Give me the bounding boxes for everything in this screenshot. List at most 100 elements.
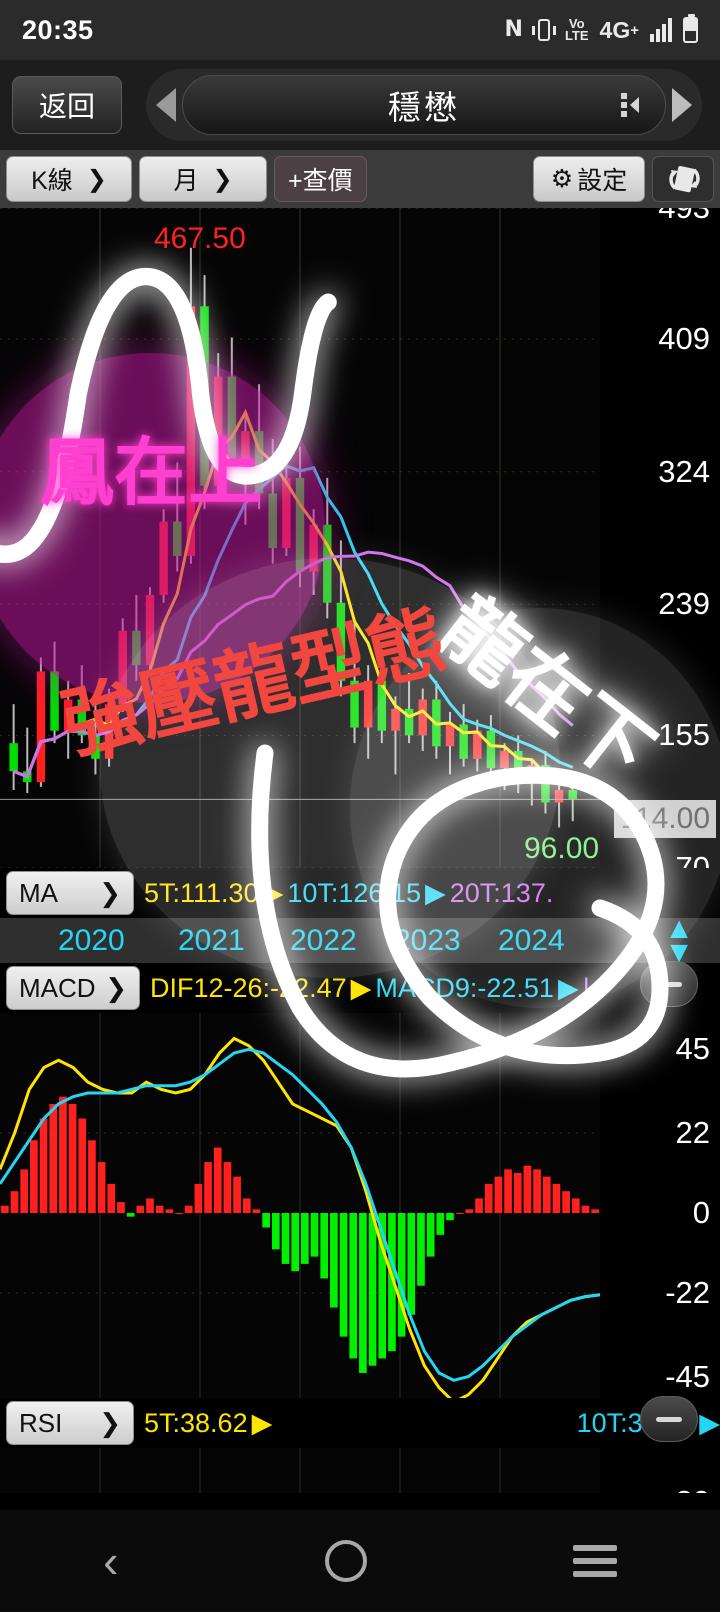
macd-dea-marker: ▶ (557, 972, 579, 1003)
last-price-tag: 114.00 (614, 800, 716, 838)
ma-tag-label: MA (19, 877, 58, 908)
period-high-tag: 467.50 (154, 222, 246, 255)
settings-label: 設定 (577, 167, 628, 195)
status-bar: 20:35 N Vo LTE 4G + (0, 0, 720, 60)
symbol-pill[interactable]: 穩懋 (182, 75, 666, 135)
year-label-2021: 2021 (178, 923, 245, 957)
axis-label: 80 (676, 1484, 710, 1493)
macd-extra-marker: | (582, 972, 590, 1003)
ma-20t-value: 20T:137. (449, 877, 554, 908)
drag-handle-icon[interactable] (621, 93, 639, 117)
axis-label: 155 (658, 717, 710, 753)
axis-label: 22 (675, 1115, 710, 1150)
axis-label: 324 (658, 453, 710, 489)
rotate-screen-icon (669, 165, 700, 193)
period-button[interactable]: 月 ❯ (139, 156, 267, 202)
ma-indicator-strip[interactable]: MA ❯ 5T:111.30 ▶ 10T:126.15 ▶ 20T:137. (0, 868, 720, 918)
price-axis: 49340932423915570 (600, 208, 720, 885)
ma-10t-marker: ▶ (424, 877, 446, 908)
symbol-name: 穩懋 (388, 89, 460, 126)
signal-bars-icon (650, 18, 672, 42)
volte-top: Vo (568, 15, 585, 31)
recents-icon[interactable] (572, 1545, 617, 1577)
add-quote-button[interactable]: +查價 (274, 156, 367, 202)
macd-dif-value: DIF12-26:-22.47 (150, 972, 347, 1003)
axis-label: 409 (658, 321, 710, 357)
rsi-values: 5T:38.62 ▶ 10T:38.41 ▶ (134, 1408, 720, 1439)
rsi-collapse-button[interactable] (640, 1396, 698, 1442)
rsi-5t-value: 5T:38.62 (144, 1407, 248, 1438)
network-4g-plus-icon: 4G + (599, 16, 639, 43)
settings-button[interactable]: ⚙ 設定 (533, 156, 645, 202)
chart-type-button[interactable]: K線 ❯ (6, 156, 132, 202)
rsi-plot[interactable] (0, 1448, 600, 1493)
macd-chart (0, 1013, 601, 1413)
rsi-5t-marker: ▶ (251, 1407, 273, 1438)
chart-toolbar: K線 ❯ 月 ❯ +查價 ⚙ 設定 (0, 150, 720, 208)
gear-icon: ⚙ (550, 165, 574, 193)
battery-icon (683, 14, 698, 43)
volte-icon: Vo LTE (564, 15, 589, 43)
android-nav-bar: ‹ (0, 1510, 720, 1612)
rsi-pane[interactable]: 805020 (0, 1448, 720, 1493)
axis-label: 493 (658, 208, 710, 226)
back-button[interactable]: 返回 (12, 76, 122, 134)
axis-label: 45 (675, 1031, 710, 1067)
axis-label: -45 (665, 1358, 710, 1394)
rotate-screen-button[interactable] (652, 156, 714, 202)
candlestick-chart (0, 208, 600, 869)
rsi-10t-marker: ▶ (699, 1407, 720, 1438)
period-label: 月 (173, 167, 199, 195)
year-label-2020: 2020 (58, 923, 125, 957)
vertical-scroll-icon[interactable]: ▲ ▼ (664, 911, 694, 969)
chart-type-label: K線 (31, 167, 73, 195)
rsi-tag-button[interactable]: RSI ❯ (6, 1401, 134, 1445)
chevron-right-icon: ❯ (105, 972, 127, 1003)
axis-label: 0 (692, 1195, 710, 1230)
price-plot[interactable] (0, 208, 600, 869)
status-icons: N Vo LTE 4G + (504, 14, 698, 43)
nfc-icon: N (504, 17, 523, 42)
rsi-indicator-strip[interactable]: RSI ❯ 5T:38.62 ▶ 10T:38.41 ▶ (0, 1398, 720, 1448)
ma-10t-value: 10T:126.15 (287, 877, 421, 908)
period-low-tag: 96.00 (524, 832, 600, 865)
home-circle-icon[interactable] (324, 1540, 367, 1582)
title-bar: 返回 穩懋 (0, 60, 720, 150)
macd-indicator-strip[interactable]: MACD ❯ DIF12-26:-22.47 ▶ MACD9:-22.51 ▶ … (0, 963, 720, 1013)
symbol-selector: 穩懋 (146, 69, 702, 141)
rsi-tag-label: RSI (19, 1407, 63, 1438)
rsi-axis: 805020 (600, 1448, 720, 1493)
macd-plot[interactable] (0, 1013, 601, 1413)
macd-axis: 45 22 0 -22 -45 (600, 1013, 720, 1413)
year-label-2024: 2024 (498, 923, 565, 957)
back-chevron-icon[interactable]: ‹ (103, 1535, 119, 1587)
rsi-chart (99, 1448, 501, 1493)
macd-dea-value: MACD9:-22.51 (375, 972, 554, 1003)
macd-values: DIF12-26:-22.47 ▶ MACD9:-22.51 ▶ | (140, 973, 720, 1004)
price-pane[interactable]: 49340932423915570 114.00 467.50 96.00 (0, 208, 720, 885)
macd-dif-marker: ▶ (350, 972, 372, 1003)
macd-tag-button[interactable]: MACD ❯ (6, 966, 140, 1010)
prev-symbol-icon[interactable] (156, 88, 176, 122)
axis-label: -22 (665, 1275, 710, 1310)
ma-5t-value: 5T:111.30 (144, 877, 259, 908)
chart-area[interactable]: 49340932423915570 114.00 467.50 96.00 MA… (0, 208, 720, 1493)
ma-5t-marker: ▶ (262, 877, 284, 908)
vibrate-icon (531, 17, 556, 43)
macd-collapse-button[interactable] (640, 961, 698, 1007)
chevron-right-icon: ❯ (212, 165, 233, 193)
chevron-right-icon: ❯ (99, 1407, 121, 1438)
macd-tag-label: MACD (19, 972, 96, 1003)
ma-tag-button[interactable]: MA ❯ (6, 871, 134, 915)
chevron-right-icon: ❯ (99, 877, 121, 908)
status-time: 20:35 (22, 14, 94, 45)
volte-bottom: LTE (564, 28, 589, 43)
axis-label: 239 (658, 586, 710, 622)
year-label-2022: 2022 (290, 923, 357, 957)
macd-pane[interactable]: 45 22 0 -22 -45 (0, 1013, 720, 1413)
ma-values: 5T:111.30 ▶ 10T:126.15 ▶ 20T:137. (134, 878, 720, 909)
year-label-2023: 2023 (394, 923, 461, 957)
next-symbol-icon[interactable] (672, 88, 692, 122)
date-axis[interactable]: 2020 2021 2022 2023 2024 ▲ ▼ (0, 911, 720, 969)
chevron-right-icon: ❯ (86, 165, 107, 193)
